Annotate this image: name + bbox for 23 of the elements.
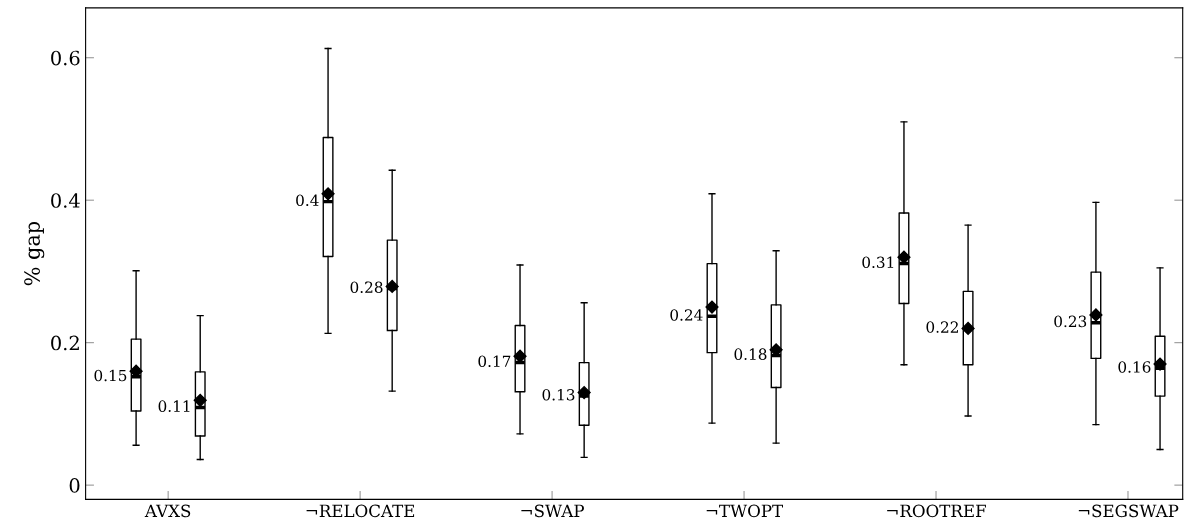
x-tick-label: ¬RELOCATE [306, 504, 415, 518]
y-tick-label: 0.6 [51, 50, 80, 66]
y-axis-title: % gap [24, 221, 45, 286]
y-tick-label: 0.2 [51, 335, 79, 351]
y-tick-label: 0 [69, 478, 80, 493]
text: 0.31 [862, 256, 894, 269]
text: 0.22 [926, 321, 958, 333]
text: 0.4 [296, 194, 319, 207]
text: 0.17 [478, 355, 511, 368]
y-tick-label: 0.4 [51, 193, 80, 208]
text: 0.16 [1118, 361, 1151, 373]
x-tick-label: ¬SEGSWAP [1078, 504, 1179, 518]
text: 0.13 [542, 388, 575, 401]
x-tick-label: ¬TWOPT [706, 504, 783, 518]
text: 0.24 [670, 309, 703, 321]
text: 0.11 [158, 400, 190, 412]
text: 0.28 [350, 281, 383, 293]
x-tick-label: ¬ROOTREF [887, 504, 986, 518]
text: 0.23 [1054, 315, 1087, 328]
text: 0.18 [734, 348, 767, 360]
text: 0.15 [94, 369, 127, 382]
x-tick-label: ¬SWAP [521, 504, 584, 518]
x-tick-label: AVXS [144, 504, 191, 518]
